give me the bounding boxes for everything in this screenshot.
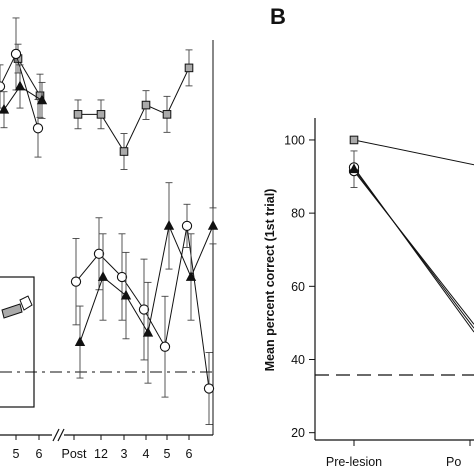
- panel-a-x-tick-label: 3: [121, 447, 128, 461]
- panel-a-x-tick-label: 5: [164, 447, 171, 461]
- panel-b-data-point: [348, 163, 360, 174]
- panel-a-x-tick-label: 4: [143, 447, 150, 461]
- panel-a-data-point: [141, 100, 151, 110]
- panel-b-y-tick-label: 20: [291, 426, 305, 440]
- panel-a-x-tick-label: Post: [61, 447, 87, 461]
- panel-a-data-point: [97, 271, 109, 281]
- panel-a-x-tick-label: 6: [36, 447, 43, 461]
- panel-b-y-tick-label: 100: [284, 133, 305, 147]
- panel-a-data-point: [162, 110, 172, 119]
- panel-a-data-point: [142, 326, 154, 337]
- panel-a-data-point: [181, 220, 193, 232]
- panel-b-y-tick-label: 60: [291, 280, 305, 294]
- panel-b-y-tick-label: 40: [291, 353, 305, 367]
- panel-a-series: [0, 17, 219, 425]
- panel-a-series-3: [0, 64, 219, 384]
- panel-a-data-point: [0, 81, 6, 92]
- panel-a-data-point: [185, 271, 197, 281]
- panel-a-series-line: [78, 67, 190, 153]
- panel-b-series-line: [353, 168, 474, 329]
- panel-a-series-line: [79, 224, 214, 343]
- panel-b-series-4: [353, 168, 474, 329]
- panel-a-data-point: [203, 383, 215, 394]
- panel-a-data-point: [14, 80, 26, 91]
- panel-b-x-tick-label: Po: [446, 455, 461, 469]
- panel-b-series-line: [353, 139, 474, 166]
- panel-a-data-point: [10, 48, 22, 60]
- panel-b-letter: B: [270, 4, 286, 29]
- panel-b-y-ticks: 20 40 60 80 100: [284, 133, 315, 440]
- panel-a-x-tick-label: 6: [186, 447, 193, 461]
- panel-b-series: [348, 135, 474, 333]
- panel-a-data-point: [96, 110, 106, 119]
- panel-a-data-point: [74, 336, 86, 346]
- panel-b-series-2: [353, 170, 474, 325]
- panel-b-data-point: [349, 135, 359, 145]
- panel-a-x-tick-label: 12: [94, 447, 108, 461]
- axis-break-marker: [52, 428, 65, 442]
- panel-b-x-tick-label: Pre-lesion: [326, 455, 382, 469]
- panel-a-data-point: [36, 94, 48, 105]
- panel-a-series-1: [13, 43, 194, 170]
- panel-a-x-tick-label: 5: [13, 447, 20, 461]
- panel-a-data-point: [0, 103, 10, 114]
- panel-b-series-3: [353, 167, 474, 333]
- panel-b-x-ticks: Pre-lesion Po: [326, 440, 471, 469]
- panel-a-data-point: [32, 123, 44, 134]
- panel-a-data-point: [119, 147, 129, 156]
- panel-a-chart: 5 6 Post 12 3 4 5 6: [0, 17, 219, 461]
- panel-b-series-line: [353, 170, 474, 325]
- panel-a-data-point: [70, 276, 82, 287]
- panel-b-chart: Mean percent correct (1st trial) 20 40 60 8…: [263, 118, 474, 469]
- panel-a-data-point: [207, 220, 219, 230]
- panel-a-data-point: [93, 248, 105, 259]
- panel-b-y-tick-label: 80: [291, 207, 305, 221]
- panel-a-data-point: [138, 304, 150, 315]
- panel-a-data-point: [163, 220, 175, 230]
- panel-a-x-ticks: 5 6 Post 12 3 4 5 6: [13, 435, 193, 461]
- panel-b-series-line: [353, 167, 474, 333]
- panel-a-data-point: [116, 271, 128, 283]
- panel-a-data-point: [73, 110, 83, 119]
- panel-a-data-point: [159, 341, 171, 352]
- panel-a-series-2: [0, 17, 215, 425]
- panel-b-y-axis-title: Mean percent correct (1st trial): [263, 189, 277, 372]
- panel-a-data-point: [184, 63, 194, 73]
- apparatus-inset: [0, 276, 35, 408]
- panel-b-series-1: [353, 139, 474, 166]
- panel-a-data-point: [120, 289, 132, 300]
